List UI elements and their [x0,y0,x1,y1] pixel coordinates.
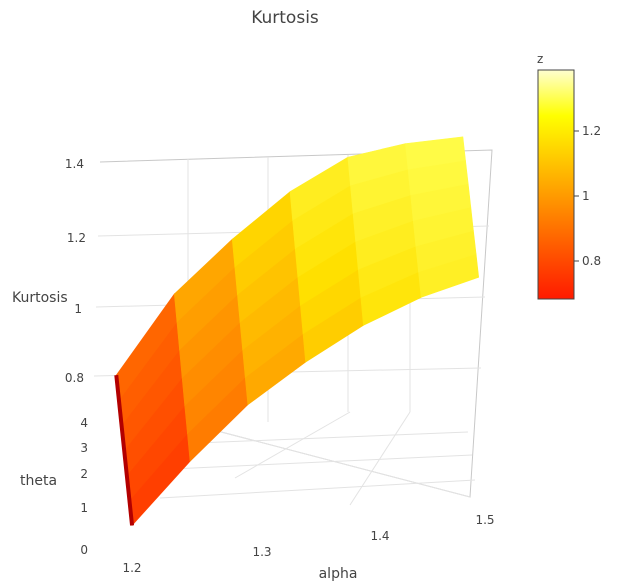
z-tick-label: 1.2 [67,231,86,245]
x-tick-label: 1.5 [475,513,494,527]
kurtosis-surface [114,136,480,527]
x-axis-title: alpha [319,566,358,581]
x-tick-label: 1.3 [252,545,271,559]
colorbar-tick-label: 0.8 [582,254,601,268]
y-tick-label: 3 [80,441,88,455]
surface-edge [114,374,135,526]
z-axis-title: Kurtosis [12,290,68,306]
z-tick-label: 1 [74,302,82,316]
z-tick-label: 1.4 [65,157,84,171]
y-tick-label: 0 [80,543,88,557]
y-tick-label: 2 [80,467,88,481]
colorbar-tick-label: 1 [582,189,590,203]
surface-patch [405,136,466,170]
y-axis: 4 3 2 1 0 theta [20,416,88,557]
y-tick-label: 4 [80,416,88,430]
colorbar-tick-label: 1.2 [582,124,601,138]
chart-title: Kurtosis [251,8,319,28]
x-tick-label: 1.2 [122,561,141,575]
y-tick-label: 1 [80,501,88,515]
x-tick-label: 1.4 [370,529,389,543]
x-axis: 1.2 1.3 1.4 1.5 alpha [122,513,494,581]
colorbar: z 1.2 1 0.8 [537,52,601,300]
y-axis-title: theta [20,473,57,489]
z-tick-label: 0.8 [65,371,84,385]
colorbar-title: z [537,52,543,66]
z-axis: 1.4 1.2 1 0.8 Kurtosis [12,157,86,385]
colorbar-gradient [537,69,575,300]
